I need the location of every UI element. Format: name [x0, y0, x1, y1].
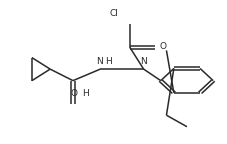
Text: N: N — [95, 56, 102, 66]
Text: H: H — [82, 89, 89, 98]
Text: Cl: Cl — [109, 9, 118, 18]
Text: N: N — [140, 56, 146, 66]
Text: O: O — [70, 89, 77, 98]
Text: H: H — [105, 56, 112, 66]
Text: O: O — [158, 42, 165, 51]
